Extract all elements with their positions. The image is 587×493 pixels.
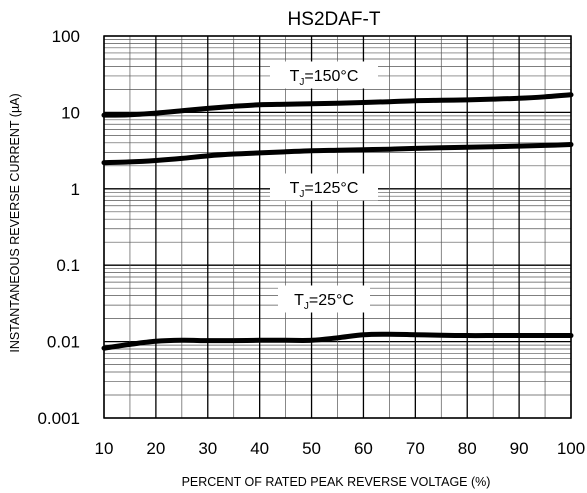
- x-axis-title: PERCENT OF RATED PEAK REVERSE VOLTAGE (%…: [182, 475, 491, 489]
- curve-label-2: TJ=25°C: [294, 292, 354, 312]
- y-tick-label: 0.001: [37, 409, 80, 428]
- x-tick-label: 10: [95, 439, 114, 458]
- chart-title: HS2DAF-T: [288, 9, 381, 30]
- plot-frame: [103, 35, 572, 419]
- curve-label-layer: TJ=150°CTJ=125°CTJ=25°C: [270, 61, 378, 313]
- y-tick-label: 10: [61, 103, 80, 122]
- y-tick-label: 100: [52, 27, 80, 46]
- curve-label-box-0: [270, 61, 378, 89]
- y-tick-label: 0.1: [56, 256, 80, 275]
- x-tick-label: 50: [302, 439, 321, 458]
- series-line-1: [101, 142, 574, 166]
- curve-label-box-1: [270, 173, 378, 201]
- series-line-2: [101, 331, 574, 351]
- y-axis-title: INSTANTANEOUS REVERSE CURRENT (µA): [8, 93, 22, 352]
- x-tick-label: 80: [458, 439, 477, 458]
- curve-label-value: =125°C: [304, 180, 358, 197]
- y-tick-label: 1: [71, 180, 80, 199]
- curve-label-value: =25°C: [309, 292, 354, 309]
- curve-label-symbol: T: [290, 68, 300, 85]
- x-tick-label: 20: [146, 439, 165, 458]
- curve-label-0: TJ=150°C: [290, 68, 359, 88]
- curve-label-subscript: J: [304, 301, 309, 312]
- curve-label-symbol: T: [290, 180, 300, 197]
- curve-label-1: TJ=125°C: [290, 180, 359, 200]
- x-tick-label: 100: [557, 439, 585, 458]
- tick-label-layer: 10 20 30 40 50 60 70 80 90 100 100 10 1 0.1 0.01 0.001: [37, 27, 585, 458]
- curve-label-subscript: J: [299, 77, 304, 88]
- x-tick-label: 70: [406, 439, 425, 458]
- x-tick-label: 40: [250, 439, 269, 458]
- x-tick-label: 90: [510, 439, 529, 458]
- curve-label-symbol: T: [294, 292, 304, 309]
- x-tick-label: 60: [354, 439, 373, 458]
- y-tick-label: 0.01: [47, 333, 80, 352]
- series-layer: [101, 92, 574, 351]
- series-line-0: [101, 92, 574, 118]
- plot-border: [103, 35, 572, 419]
- x-tick-label: 30: [198, 439, 217, 458]
- curve-label-value: =150°C: [304, 68, 358, 85]
- curve-label-box-2: [278, 285, 370, 313]
- curve-label-subscript: J: [299, 189, 304, 200]
